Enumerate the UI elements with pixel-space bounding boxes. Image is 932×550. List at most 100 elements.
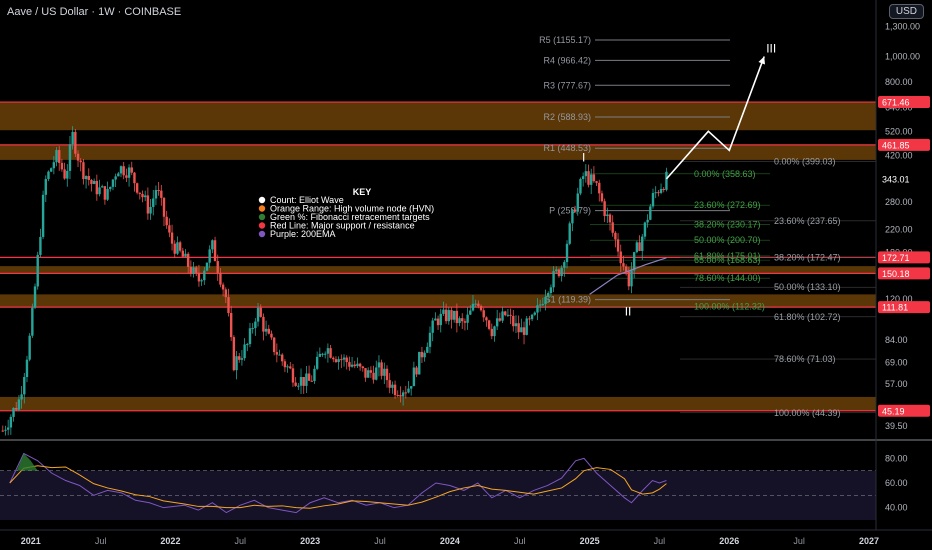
candle-body xyxy=(90,179,93,184)
candle-body xyxy=(536,305,539,313)
candle-body xyxy=(418,351,421,375)
candle-body xyxy=(178,242,182,251)
candle-body xyxy=(504,311,507,316)
candle-body xyxy=(203,270,206,281)
fib-label: 50.00% (133.10) xyxy=(774,282,841,292)
candle-body xyxy=(248,328,252,345)
candle-body xyxy=(227,297,230,314)
candle-body xyxy=(68,144,72,171)
time-axis[interactable]: 2021 Jul 2022 Jul 2023 Jul 2024 Jul 2025 Jul 2026 J… xyxy=(0,529,932,546)
candle-body xyxy=(573,209,577,212)
candle-body xyxy=(482,310,485,318)
candle-body xyxy=(638,242,641,251)
hvn-zone xyxy=(0,102,876,131)
candle-body xyxy=(571,209,574,224)
candle-body xyxy=(125,175,128,178)
candle-body xyxy=(122,166,125,176)
candle-body xyxy=(154,190,158,199)
time-tick-label: 2025 xyxy=(580,536,600,546)
candle-body xyxy=(181,250,185,257)
candle-body xyxy=(283,361,287,368)
candle-body xyxy=(6,427,10,430)
candle-body xyxy=(364,368,367,378)
candle-body xyxy=(587,171,590,185)
price-tick-label: 1,000.00 xyxy=(885,51,920,61)
candle-body xyxy=(606,214,609,217)
candle-body xyxy=(98,187,101,195)
price-axis[interactable]: 1,300.001,000.00800.00640.00520.00420.00… xyxy=(875,0,930,530)
candle-body xyxy=(31,307,34,336)
candle-body xyxy=(622,263,625,267)
candle-body xyxy=(431,320,434,333)
key-bullet-icon xyxy=(258,213,266,221)
candle-body xyxy=(420,351,424,358)
candle-body xyxy=(538,304,542,306)
candle-body xyxy=(109,186,112,190)
candle-body xyxy=(485,317,488,321)
candle-body xyxy=(447,310,451,322)
key-item: Red Line: Major support / resistance xyxy=(270,221,415,231)
price-tick-label: 420.00 xyxy=(885,151,913,161)
candle-body xyxy=(409,386,413,389)
candle-body xyxy=(119,166,123,174)
hvn-zone xyxy=(0,294,876,308)
candle-body xyxy=(342,357,346,360)
projection-path xyxy=(665,56,765,180)
time-tick-label: Jul xyxy=(654,536,666,546)
key-heading: KEY xyxy=(353,187,372,197)
price-tag xyxy=(878,267,930,280)
candle-body xyxy=(627,271,631,287)
candle-body xyxy=(326,348,330,354)
price-tag-label: 671.46 xyxy=(882,98,910,108)
candle-body xyxy=(149,206,152,214)
candle-body xyxy=(294,382,297,386)
candle-body xyxy=(517,323,520,333)
candle-body xyxy=(176,242,179,254)
pivot-levels: R5 (1155.17) R4 (966.42) R3 (777.67) R2 (58… xyxy=(539,35,730,305)
candle-body xyxy=(522,327,526,335)
candle-body xyxy=(103,186,107,200)
candle-body xyxy=(275,352,279,355)
price-tag xyxy=(878,301,930,314)
fib-label: 100.00% (44.39) xyxy=(774,408,841,418)
candle-body xyxy=(428,332,432,347)
candle-body xyxy=(619,251,622,264)
candle-body xyxy=(568,223,571,244)
candle-body xyxy=(651,193,655,207)
currency-button[interactable]: USD xyxy=(888,4,924,19)
candle-body xyxy=(375,367,378,380)
chart-title: Aave / US Dollar · 1W · COINBASE xyxy=(7,6,182,18)
candle-body xyxy=(135,183,139,193)
candle-body xyxy=(1,430,4,432)
candle-body xyxy=(200,280,203,282)
key-item: Green %: Fibonacci retracement targets xyxy=(270,212,430,222)
price-tick-label: 800.00 xyxy=(885,77,913,87)
time-tick-label: Jul xyxy=(514,536,526,546)
candle-body xyxy=(579,178,582,194)
fib-label: 100.00% (112.32) xyxy=(694,302,765,312)
pivot-label: R1 (448.53) xyxy=(543,143,591,153)
candle-body xyxy=(560,267,563,277)
candle-body xyxy=(549,287,553,294)
candle-body xyxy=(565,243,569,263)
candle-body xyxy=(404,392,408,394)
candle-body xyxy=(584,171,588,177)
candle-body xyxy=(165,216,168,226)
candle-body xyxy=(17,399,21,410)
candle-body xyxy=(23,376,26,395)
candle-body xyxy=(281,354,284,362)
candle-body xyxy=(544,296,547,305)
candle-body xyxy=(372,372,375,380)
candle-body xyxy=(393,384,397,396)
candle-body xyxy=(458,318,461,324)
rsi-panel: 80.00 60.00 40.00 xyxy=(0,439,932,520)
candle-body xyxy=(657,192,660,194)
rsi-line xyxy=(9,452,667,514)
fibonacci-levels: 0.00% (358.63) 23.60% (272.69) 38.20% (230… xyxy=(590,157,876,418)
candle-body xyxy=(208,249,211,263)
candle-body xyxy=(608,214,612,223)
candle-body xyxy=(512,315,515,327)
candle-body xyxy=(213,240,217,262)
candle-body xyxy=(461,318,464,322)
